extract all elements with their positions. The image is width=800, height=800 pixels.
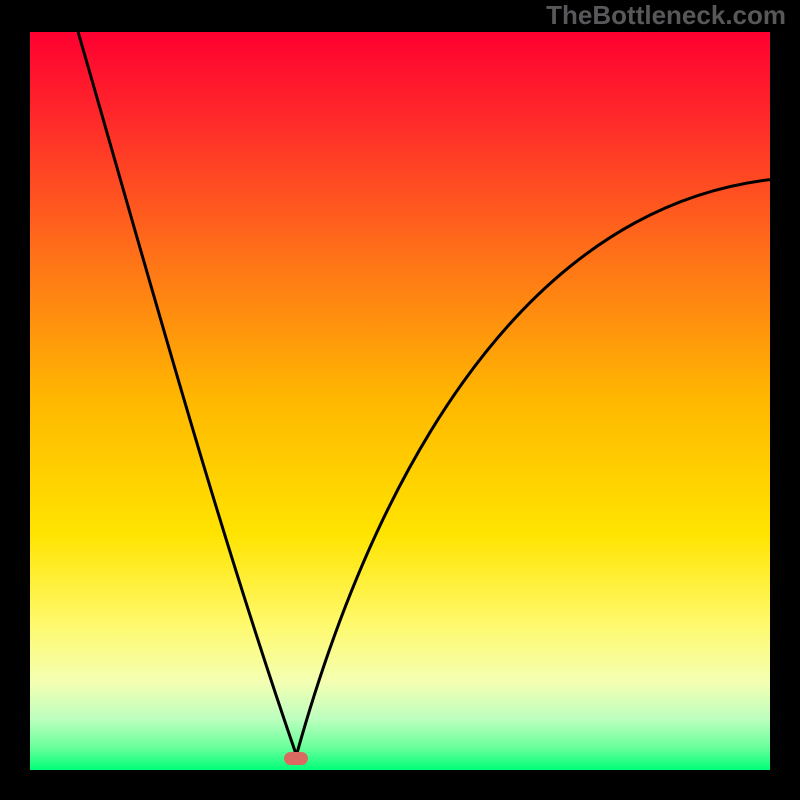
frame-border-right [770,0,800,800]
chart-frame: TheBottleneck.com [0,0,800,800]
watermark-text: TheBottleneck.com [546,0,786,31]
frame-border-bottom [0,770,800,800]
plot-area [30,32,770,770]
vertex-marker [284,752,308,765]
curve-path [78,32,770,755]
frame-border-left [0,0,30,800]
bottleneck-curve [30,32,770,770]
